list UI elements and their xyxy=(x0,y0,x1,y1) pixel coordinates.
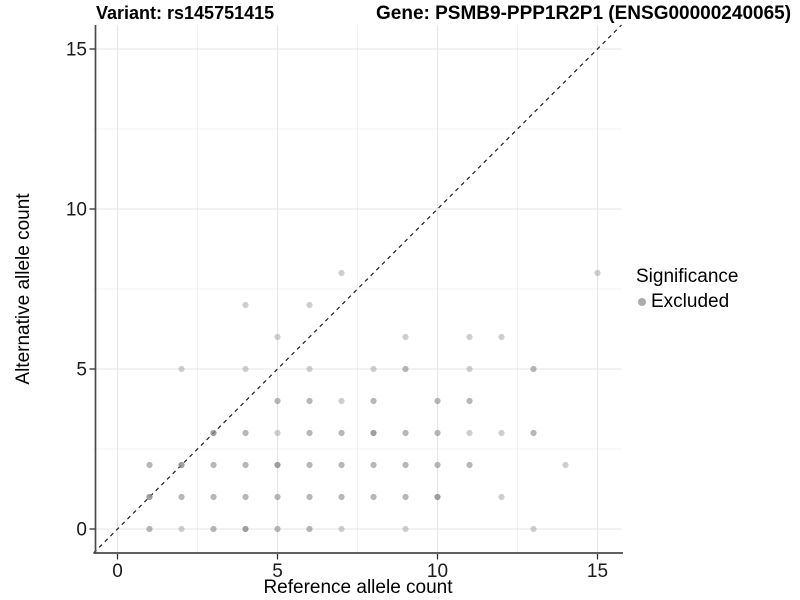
data-point xyxy=(466,365,473,373)
data-point xyxy=(274,333,281,341)
data-point xyxy=(498,493,505,501)
data-point xyxy=(466,429,473,437)
data-point xyxy=(210,493,217,501)
data-point xyxy=(466,333,473,341)
data-point xyxy=(146,461,153,469)
x-tick-label: 0 xyxy=(112,561,123,582)
data-point xyxy=(434,397,441,405)
data-point xyxy=(402,525,409,533)
data-point xyxy=(242,429,249,437)
data-point xyxy=(370,493,377,501)
data-point xyxy=(466,461,473,469)
x-tick-label: 5 xyxy=(272,561,283,582)
data-point xyxy=(210,461,217,469)
data-point xyxy=(178,365,185,373)
data-point xyxy=(402,333,409,341)
data-point xyxy=(178,461,185,469)
x-tick-label: 15 xyxy=(587,561,608,582)
x-axis-title: Reference allele count xyxy=(263,577,453,598)
data-point xyxy=(402,461,409,469)
data-point xyxy=(530,365,537,373)
data-point xyxy=(306,365,313,373)
data-point xyxy=(274,397,281,405)
data-point xyxy=(402,429,409,437)
x-tick-label: 10 xyxy=(427,561,448,582)
data-point xyxy=(434,461,441,469)
legend-entry-excluded: Excluded xyxy=(636,291,738,313)
variant-title: Variant: rs145751415 xyxy=(96,3,275,23)
y-tick-label: 0 xyxy=(76,520,87,541)
gene-title: Gene: PSMB9-PPP1R2P1 (ENSG00000240065) xyxy=(376,3,792,24)
y-tick-label: 5 xyxy=(76,360,87,381)
data-point xyxy=(242,365,249,373)
data-point xyxy=(370,365,377,373)
data-point xyxy=(338,429,345,437)
data-point xyxy=(370,461,377,469)
data-point xyxy=(306,493,313,501)
data-point xyxy=(370,397,377,405)
data-point xyxy=(178,493,185,501)
data-point xyxy=(274,493,281,501)
data-point xyxy=(370,429,377,437)
data-point xyxy=(274,525,281,533)
data-point xyxy=(338,525,345,533)
data-point xyxy=(306,525,313,533)
circle-icon xyxy=(638,298,646,306)
data-point xyxy=(178,525,185,533)
data-point xyxy=(146,525,153,533)
data-point xyxy=(242,301,249,309)
data-point xyxy=(402,365,409,373)
data-point xyxy=(306,461,313,469)
data-point xyxy=(498,333,505,341)
data-point xyxy=(338,397,345,405)
data-point xyxy=(530,525,537,533)
data-point xyxy=(562,461,569,469)
data-point xyxy=(242,493,249,501)
data-point xyxy=(146,493,153,501)
data-point xyxy=(338,461,345,469)
data-point xyxy=(306,429,313,437)
data-point xyxy=(274,461,281,469)
data-point xyxy=(594,269,601,277)
data-point xyxy=(434,429,441,437)
data-point xyxy=(242,525,249,533)
data-point xyxy=(274,429,281,437)
legend: Significance Excluded xyxy=(636,266,738,313)
data-point xyxy=(498,429,505,437)
legend-title: Significance xyxy=(636,266,739,287)
data-point xyxy=(338,269,345,277)
data-point xyxy=(434,493,441,501)
data-point xyxy=(530,429,537,437)
y-axis-title: Alternative allele count xyxy=(13,193,34,385)
data-point xyxy=(466,397,473,405)
data-point xyxy=(210,525,217,533)
y-tick-label: 10 xyxy=(66,200,87,221)
data-point xyxy=(242,461,249,469)
data-point xyxy=(306,397,313,405)
legend-entry-label: Excluded xyxy=(651,291,730,312)
data-point xyxy=(210,429,217,437)
y-tick-label: 15 xyxy=(66,40,87,61)
data-point xyxy=(338,493,345,501)
data-point xyxy=(402,493,409,501)
data-point xyxy=(306,301,313,309)
